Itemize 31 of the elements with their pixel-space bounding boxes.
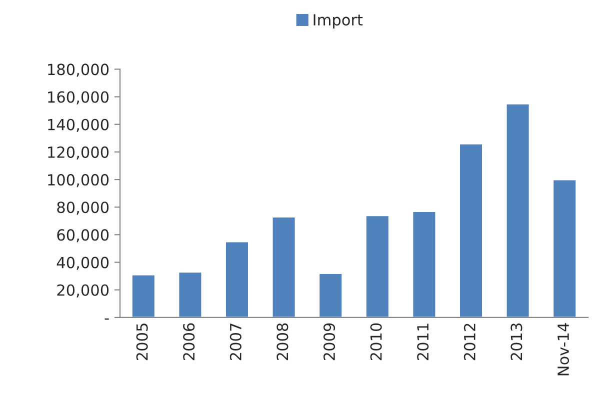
y-tick-label: 40,000 <box>56 256 109 270</box>
bar <box>178 271 203 318</box>
y-tick-label: 120,000 <box>48 146 109 160</box>
y-tick-label: 80,000 <box>57 202 109 215</box>
y-tick-label: 60,000 <box>57 229 109 242</box>
bar <box>505 102 530 318</box>
y-tick-label: 100,000 <box>48 174 109 188</box>
bar <box>271 216 296 318</box>
x-tick-label: 2012 <box>464 324 476 360</box>
x-tick-label: 2006 <box>183 323 195 360</box>
y-tick-label: 160,000 <box>48 91 109 104</box>
x-tick-label: 2005 <box>136 324 148 360</box>
x-tick-label: 2008 <box>276 323 288 360</box>
bar <box>131 274 156 318</box>
x-tick-label: Nov-14 <box>558 323 570 376</box>
x-tick-label: 2011 <box>417 324 429 360</box>
legend-label: Import <box>314 14 363 29</box>
y-tick-label: 20,000 <box>57 284 109 298</box>
x-tick-label: 2007 <box>230 324 242 360</box>
bar <box>224 240 250 318</box>
bar <box>318 272 343 318</box>
bar <box>412 210 437 318</box>
x-tick-label: 2009 <box>323 323 336 360</box>
y-tick-label: 180,000 <box>48 64 109 77</box>
y-tick-label: - <box>104 318 109 320</box>
bar <box>458 142 484 318</box>
y-tick-label: 140,000 <box>48 118 109 132</box>
bar <box>365 214 390 318</box>
x-tick-label: 2010 <box>370 323 382 360</box>
x-tick-label: 2013 <box>510 324 522 360</box>
bar <box>552 178 577 318</box>
